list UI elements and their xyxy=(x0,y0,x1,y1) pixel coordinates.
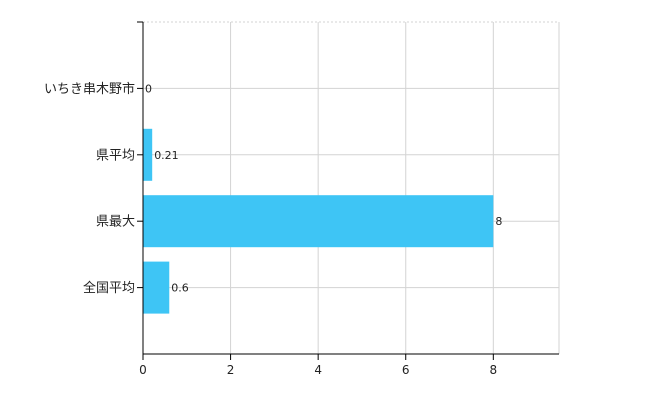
x-tick-label: 2 xyxy=(227,363,235,377)
category-label: 県最大 xyxy=(96,215,135,230)
category-label: 県平均 xyxy=(96,148,135,163)
category-label: 全国平均 xyxy=(83,280,135,296)
bar xyxy=(143,261,170,314)
x-tick-label: 4 xyxy=(314,363,322,377)
data-label: 0.6 xyxy=(171,282,189,295)
x-tick-label: 6 xyxy=(402,363,410,377)
category-label: いちき串木野市 xyxy=(44,81,135,97)
x-tick-label: 8 xyxy=(489,363,497,377)
data-label: 0 xyxy=(145,82,152,95)
bar xyxy=(143,195,494,248)
data-label: 0.21 xyxy=(154,149,179,162)
bar xyxy=(143,128,153,181)
data-label: 8 xyxy=(495,215,502,228)
x-tick-label: 0 xyxy=(139,363,147,377)
